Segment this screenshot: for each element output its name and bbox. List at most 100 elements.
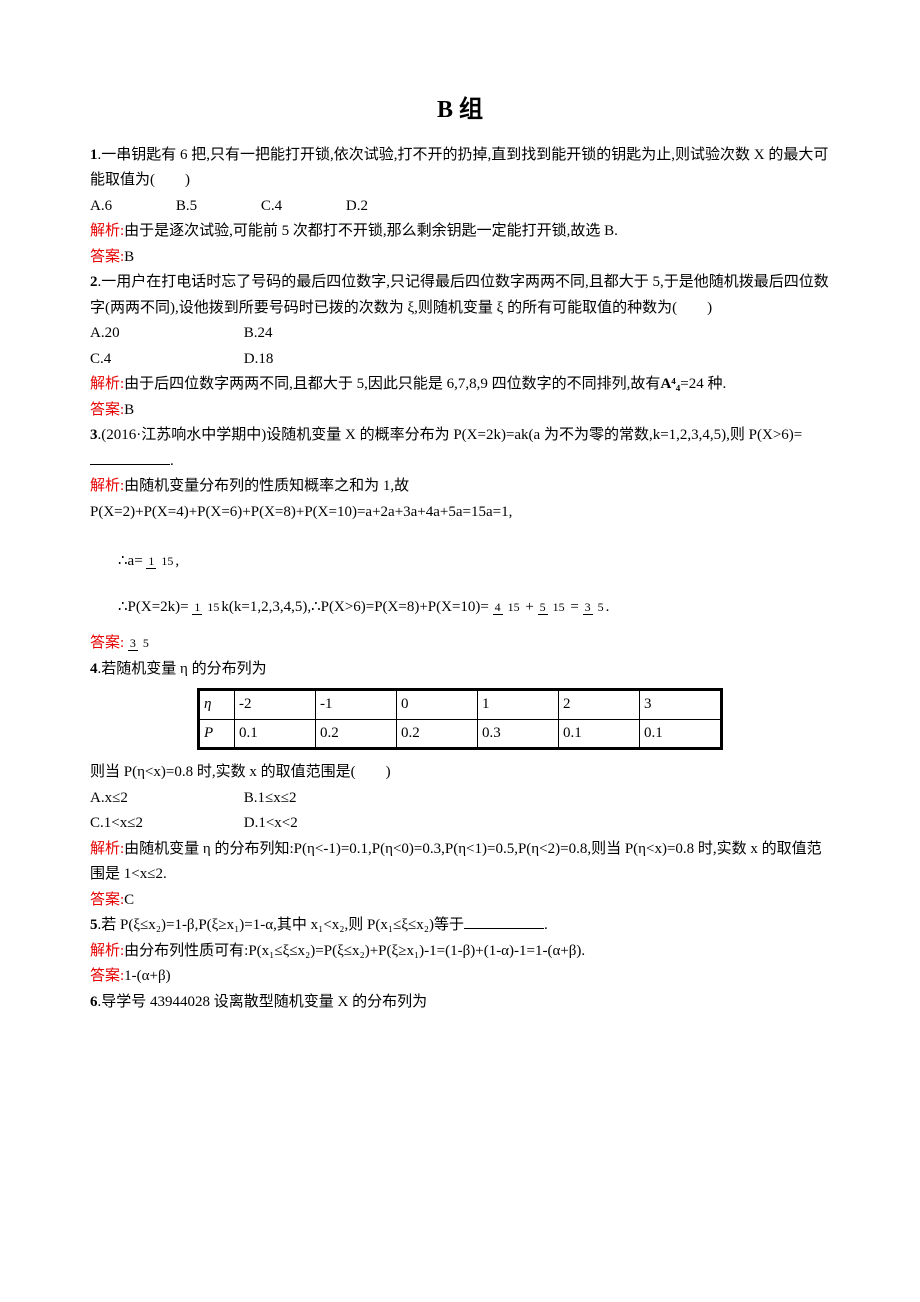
- q3-ans-label: 答案:: [90, 635, 124, 651]
- q1-number: 1: [90, 147, 98, 163]
- q4-choices-row1: A.x≤2 B.1≤x≤2: [90, 786, 830, 812]
- q2-optB: B.24: [244, 321, 394, 347]
- q3-frac-c2-den: 15: [551, 600, 567, 614]
- q3-frac-a-num: 1: [146, 554, 156, 569]
- q3-ans-num: 3: [128, 636, 138, 651]
- q5-number: 5: [90, 917, 98, 933]
- q3-frac-b-num: 1: [192, 600, 202, 615]
- q1-text: .一串钥匙有 6 把,只有一把能打开锁,依次试验,打不开的扔掉,直到找到能开锁的…: [90, 147, 828, 189]
- q2-ans-value: B: [124, 402, 134, 418]
- q3-frac-c1: 4 15: [493, 601, 522, 614]
- q5-expl-label: 解析:: [90, 943, 124, 959]
- q4-answer: 答案:C: [90, 888, 830, 914]
- q2-optD: D.18: [244, 347, 394, 373]
- q3-blank: [90, 464, 170, 465]
- q3-expl4-post: .: [606, 599, 610, 615]
- cell: 0.1: [235, 719, 316, 749]
- q3-frac-d-den: 5: [596, 600, 606, 614]
- q5-ans-label: 答案:: [90, 968, 124, 984]
- q3-expl4-pre: ∴P(X=2k)=: [118, 599, 189, 615]
- cell-eta: η: [199, 690, 235, 720]
- cell: 0.1: [559, 719, 640, 749]
- q5-ans-value: 1-(α+β): [124, 968, 170, 984]
- q4-optD: D.1<x<2: [244, 811, 394, 837]
- q2-answer: 答案:B: [90, 398, 830, 424]
- q3-expl3-post: ,: [175, 553, 179, 569]
- q1-explanation: 解析:由于是逐次试验,可能前 5 次都打不开锁,那么剩余钥匙一定能打开锁,故选 …: [90, 219, 830, 245]
- q4-expl-text: 由随机变量 η 的分布列知:P(η<-1)=0.1,P(η<0)=0.3,P(η…: [90, 841, 822, 883]
- q6-stem: 6.导学号 43944028 设离散型随机变量 X 的分布列为: [90, 990, 830, 1016]
- cell: 3: [640, 690, 722, 720]
- q4-optC: C.1<x≤2: [90, 811, 240, 837]
- q5-explanation: 解析:由分布列性质可有:P(x₁≤ξ≤x₂)=P(ξ≤x₂)+P(ξ≥x₁)-1…: [90, 939, 830, 965]
- q2-expl-post: =24 种.: [680, 376, 726, 392]
- q4-optB: B.1≤x≤2: [244, 786, 394, 812]
- q2-optC: C.4: [90, 347, 240, 373]
- q3-answer: 答案: 3 5: [90, 631, 830, 657]
- q5-expl-text: 由分布列性质可有:P(x₁≤ξ≤x₂)=P(ξ≤x₂)+P(ξ≥x₁)-1=(1…: [124, 943, 585, 959]
- q2-perm-symbol: A⁴₄: [660, 372, 680, 398]
- q2-expl-pre: 由于后四位数字两两不同,且都大于 5,因此只能是 6,7,8,9 四位数字的不同…: [124, 376, 660, 392]
- cell: -2: [235, 690, 316, 720]
- q4-number: 4: [90, 661, 98, 677]
- q1-choices: A.6 B.5 C.4 D.2: [90, 194, 830, 220]
- q3-stem: 3.(2016·江苏响水中学期中)设随机变量 X 的概率分布为 P(X=2k)=…: [90, 423, 830, 474]
- q3-period: .: [170, 453, 174, 469]
- q1-optD: D.2: [346, 194, 368, 220]
- q4-stem: 4.若随机变量 η 的分布列为: [90, 657, 830, 683]
- q1-ans-label: 答案:: [90, 249, 124, 265]
- q3-expl-line3: ∴a= 1 15 ,: [118, 543, 830, 579]
- q3-frac-b: 1 15: [192, 601, 221, 614]
- q4-dist-table: η -2 -1 0 1 2 3 P 0.1 0.2 0.2 0.3 0.1 0.…: [197, 688, 723, 750]
- q3-expl-line2: P(X=2)+P(X=4)+P(X=6)+P(X=8)+P(X=10)=a+2a…: [90, 500, 830, 526]
- cell: 0.1: [640, 719, 722, 749]
- cell: 1: [478, 690, 559, 720]
- q4-ans-value: C: [124, 892, 134, 908]
- q5-answer: 答案:1-(α+β): [90, 964, 830, 990]
- q3-expl-line1: 解析:由随机变量分布列的性质知概率之和为 1,故: [90, 474, 830, 500]
- q4-expl-label: 解析:: [90, 841, 124, 857]
- q5-text-pre: .若 P(ξ≤x₂)=1-β,P(ξ≥x₁)=1-α,其中 x₁<x₂,则 P(…: [98, 917, 464, 933]
- q5-stem: 5.若 P(ξ≤x₂)=1-β,P(ξ≥x₁)=1-α,其中 x₁<x₂,则 P…: [90, 913, 830, 939]
- cell: 0.3: [478, 719, 559, 749]
- page-title: B 组: [90, 90, 830, 131]
- q1-stem: 1.一串钥匙有 6 把,只有一把能打开锁,依次试验,打不开的扔掉,直到找到能开锁…: [90, 143, 830, 194]
- q2-stem: 2.一用户在打电话时忘了号码的最后四位数字,只记得最后四位数字两两不同,且都大于…: [90, 270, 830, 321]
- q1-optA: A.6: [90, 194, 112, 220]
- q1-answer: 答案:B: [90, 245, 830, 271]
- q3-frac-a: 1 15: [146, 555, 175, 568]
- q3-number: 3: [90, 427, 98, 443]
- q4-explanation: 解析:由随机变量 η 的分布列知:P(η<-1)=0.1,P(η<0)=0.3,…: [90, 837, 830, 888]
- cell: 0.2: [316, 719, 397, 749]
- q3-frac-c1-num: 4: [493, 600, 503, 615]
- q2-choices-row1: A.20 B.24: [90, 321, 830, 347]
- q4-text: .若随机变量 η 的分布列为: [98, 661, 267, 677]
- cell: 0.2: [397, 719, 478, 749]
- q3-eq: =: [567, 599, 583, 615]
- q1-ans-value: B: [124, 249, 134, 265]
- q3-frac-d: 3 5: [583, 601, 606, 614]
- q1-expl-text: 由于是逐次试验,可能前 5 次都打不开锁,那么剩余钥匙一定能打开锁,故选 B.: [124, 223, 618, 239]
- q3-frac-c2-num: 5: [538, 600, 548, 615]
- q3-expl4-mid: k(k=1,2,3,4,5),∴P(X>6)=P(X=8)+P(X=10)=: [221, 599, 489, 615]
- q3-expl3-pre: ∴a=: [118, 553, 143, 569]
- q5-blank: [464, 928, 544, 929]
- q1-optC: C.4: [261, 194, 282, 220]
- q3-ans-frac: 3 5: [128, 637, 151, 650]
- q3-ans-den: 5: [141, 636, 151, 650]
- q3-frac-d-num: 3: [583, 600, 593, 615]
- q2-expl-label: 解析:: [90, 376, 124, 392]
- cell-P: P: [199, 719, 235, 749]
- q3-frac-c1-den: 15: [506, 600, 522, 614]
- q5-period: .: [544, 917, 548, 933]
- q3-expl1: 由随机变量分布列的性质知概率之和为 1,故: [124, 478, 409, 494]
- cell: 2: [559, 690, 640, 720]
- q2-optA: A.20: [90, 321, 240, 347]
- cell: 0: [397, 690, 478, 720]
- q6-number: 6: [90, 994, 98, 1010]
- q3-frac-c2: 5 15: [538, 601, 567, 614]
- q3-plus: +: [522, 599, 538, 615]
- q4-choices-row2: C.1<x≤2 D.1<x<2: [90, 811, 830, 837]
- q2-explanation: 解析:由于后四位数字两两不同,且都大于 5,因此只能是 6,7,8,9 四位数字…: [90, 372, 830, 398]
- q4-optA: A.x≤2: [90, 786, 240, 812]
